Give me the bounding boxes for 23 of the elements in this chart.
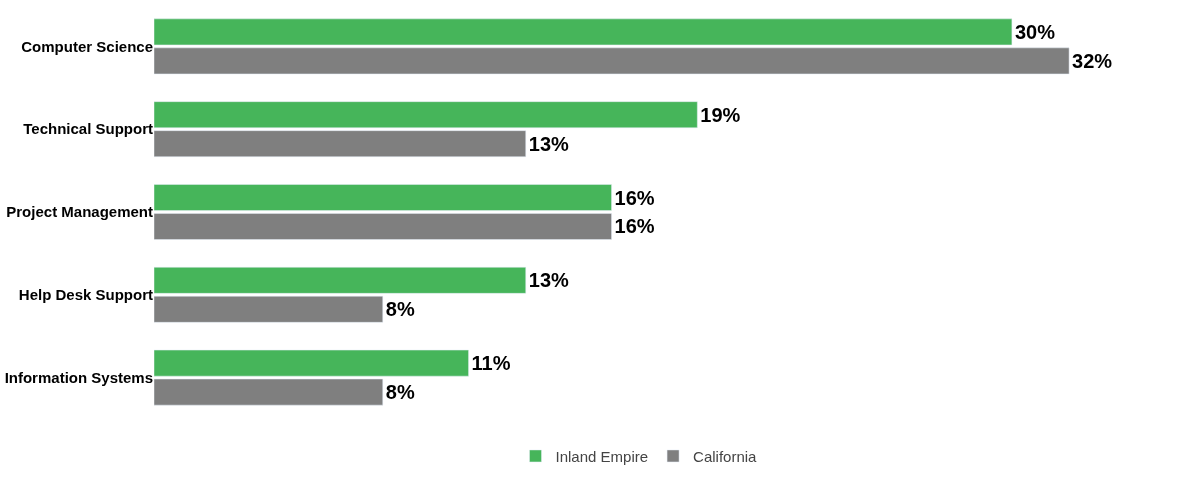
- bar: [154, 296, 384, 323]
- y-tick-label: Computer Science: [21, 37, 153, 55]
- data-label: 11%: [471, 352, 511, 375]
- data-label: 13%: [528, 132, 570, 155]
- bar: [154, 184, 612, 211]
- y-tick-label: Project Management: [6, 203, 153, 221]
- bar: [154, 213, 612, 240]
- bar: [154, 130, 527, 157]
- data-label: 19%: [700, 103, 741, 126]
- y-tick-label: Information Systems: [4, 368, 153, 386]
- legend-label: California: [693, 447, 758, 465]
- legend-label: Inland Empire: [555, 447, 649, 465]
- data-label: 32%: [1072, 49, 1113, 72]
- data-label: 30%: [1014, 20, 1056, 43]
- y-tick-label: Help Desk Support: [18, 286, 153, 304]
- data-label: 8%: [385, 298, 415, 321]
- data-label: 16%: [614, 186, 655, 209]
- bar: [154, 101, 698, 128]
- bar: [154, 267, 527, 294]
- data-label: 13%: [528, 269, 570, 292]
- data-label: 16%: [614, 215, 655, 238]
- data-label: 8%: [385, 381, 415, 404]
- y-tick-label: Technical Support: [23, 120, 153, 138]
